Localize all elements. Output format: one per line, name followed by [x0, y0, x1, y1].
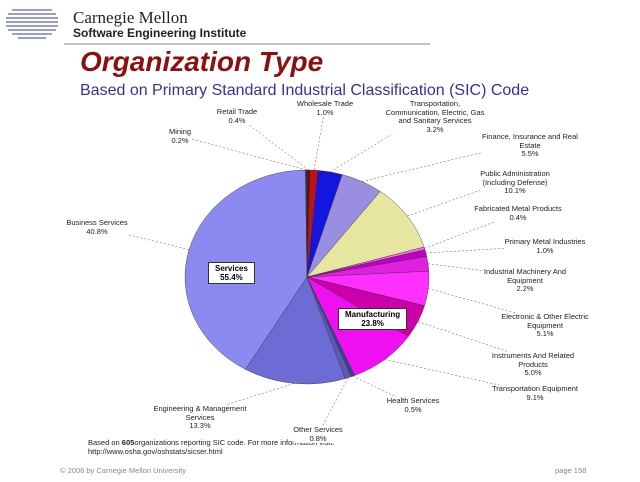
chart-subtitle: Based on Primary Standard Industrial Cla…	[80, 82, 530, 99]
group-label: Services 55.4%	[208, 262, 255, 284]
slice-label: Instruments And Related Products 5.0%	[491, 351, 575, 378]
group-label: Manufacturing 23.8%	[338, 308, 408, 330]
pie-slice	[306, 191, 425, 278]
page-number: page 158	[555, 466, 587, 475]
leader-line	[362, 140, 531, 182]
slice-value: 9.1%	[526, 392, 544, 402]
slice-value: 0.4%	[509, 212, 527, 222]
slice-label: Public Administration (Including Defense…	[480, 169, 550, 196]
group-value-label: 55.4%	[220, 273, 243, 282]
slice-name: Industrial Machinery And Equipment	[483, 267, 567, 285]
note: Based on 605organizations reporting SIC …	[88, 438, 334, 456]
logo	[6, 9, 58, 39]
slice-value: 3.2%	[426, 124, 444, 134]
slice-label: Wholesale Trade 1.0%	[296, 99, 354, 117]
slice-label: Mining 0.2%	[168, 127, 192, 145]
slice-value: 0.8%	[309, 433, 327, 443]
note-count: 605	[121, 438, 135, 447]
leader-line	[317, 377, 349, 435]
slice-name: Finance, Insurance and Real Estate	[482, 132, 578, 150]
slice-value: 2.2%	[516, 284, 534, 293]
note-prefix: Based on	[88, 438, 120, 447]
group-name: Services	[215, 264, 248, 273]
slice-name: Mining	[168, 127, 192, 136]
slice-label: Transportation, Communication, Electric,…	[385, 99, 485, 134]
slice-value: 10.1%	[504, 186, 526, 195]
slice-name: Retail Trade	[216, 107, 258, 116]
slice-value: 0.2%	[171, 135, 189, 145]
slice-name: Business Services	[66, 218, 128, 227]
leader-line	[330, 107, 436, 173]
slice-value: 1.0%	[316, 107, 334, 117]
slice-label: Retail Trade 0.4%	[216, 107, 258, 125]
slice-value: 13.3%	[189, 421, 211, 430]
slice-name: Transportation, Communication, Electric,…	[385, 99, 485, 125]
slice-label: Fabricated Metal Products 0.4%	[474, 204, 562, 222]
slice-label: Primary Metal Industries 1.0%	[504, 237, 586, 255]
copyright: © 2006 by Carnegie Mellon University	[60, 466, 187, 475]
leader-line	[179, 135, 307, 171]
slice-label: Industrial Machinery And Equipment 2.2%	[483, 267, 567, 294]
leader-line	[407, 177, 516, 217]
slice-name: Primary Metal Industries	[504, 237, 586, 246]
leader-line	[424, 212, 519, 249]
note-url[interactable]: http://www.osha.gov/oshstats/sicser.html	[88, 447, 223, 456]
slice-label: Electronic & Other Electric Equipment 5.1…	[501, 312, 589, 339]
slice-value: 5.1%	[536, 329, 554, 338]
org-name: Carnegie Mellon	[73, 8, 188, 27]
slice-value: 1.0%	[536, 245, 554, 255]
slice-label: Finance, Insurance and Real Estate 5.5%	[482, 132, 578, 159]
slice-value: 5.0%	[524, 368, 542, 377]
chart-title: Organization Type	[80, 46, 324, 77]
note-text: organizations reporting SIC code. For mo…	[134, 438, 335, 447]
group-value-label: 23.8%	[361, 319, 384, 328]
slice-name: Transportation Equipment	[491, 384, 579, 393]
institute-name: Software Engineering Institute	[73, 26, 247, 40]
leader-line	[199, 383, 295, 414]
slice-label: Transportation Equipment 9.1%	[491, 384, 579, 402]
slice-label: Business Services 40.8%	[66, 218, 128, 236]
slice-value: 0.5%	[404, 404, 422, 414]
slice-name: Engineering & Management Services	[153, 404, 247, 422]
slice-name: Instruments And Related Products	[491, 351, 575, 369]
slice-value: 0.4%	[228, 115, 246, 125]
slice-name: Electronic & Other Electric Equipment	[501, 312, 589, 330]
leader-line	[352, 375, 414, 406]
slice-name: Other Services	[293, 425, 343, 434]
slice-value: 40.8%	[86, 226, 108, 236]
slice-label: Engineering & Management Services 13.3%	[153, 404, 247, 431]
slice-name: Fabricated Metal Products	[474, 204, 562, 213]
slice-name: Wholesale Trade	[296, 99, 354, 108]
leader-line	[313, 107, 326, 171]
slice-label: Other Services 0.8%	[293, 425, 343, 443]
group-name: Manufacturing	[345, 310, 401, 319]
leader-line	[236, 115, 309, 171]
slice-name: Health Services	[386, 396, 440, 405]
slice-label: Health Services 0.5%	[386, 396, 440, 414]
slice-name: Public Administration (Including Defense…	[480, 169, 550, 187]
slice-value: 5.5%	[521, 149, 539, 158]
